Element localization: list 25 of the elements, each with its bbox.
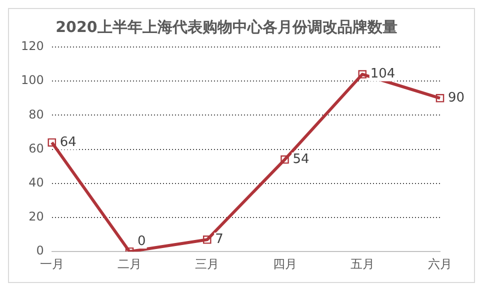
data-label: 7 <box>215 232 224 248</box>
y-tick-label: 60 <box>28 141 44 156</box>
y-tick-label: 20 <box>28 210 44 224</box>
y-tick-label: 120 <box>21 39 44 54</box>
point <box>358 70 367 78</box>
y-tick-label: 0 <box>36 244 44 258</box>
point <box>436 94 444 102</box>
x-tick-label: 四月 <box>272 256 297 271</box>
x-tick-label: 五月 <box>350 256 374 271</box>
point <box>280 155 289 164</box>
x-tick-label: 二月 <box>118 256 142 271</box>
data-label: 54 <box>292 152 310 167</box>
chart-title: 2020上半年上海代表购物中心各月份调改品牌数量 <box>56 18 398 36</box>
x-tick-label: 六月 <box>428 256 452 271</box>
data-label: 0 <box>138 234 146 249</box>
y-tick-label: 40 <box>28 176 44 190</box>
data-label: 64 <box>60 134 76 150</box>
y-tick-label: 80 <box>28 107 44 122</box>
point <box>203 236 212 244</box>
data-label: 90 <box>448 90 465 106</box>
point <box>48 138 56 147</box>
y-tick-label: 100 <box>21 73 44 88</box>
x-tick-label: 三月 <box>195 256 220 271</box>
data-label: 104 <box>370 66 396 82</box>
x-tick-label: 一月 <box>40 256 64 271</box>
